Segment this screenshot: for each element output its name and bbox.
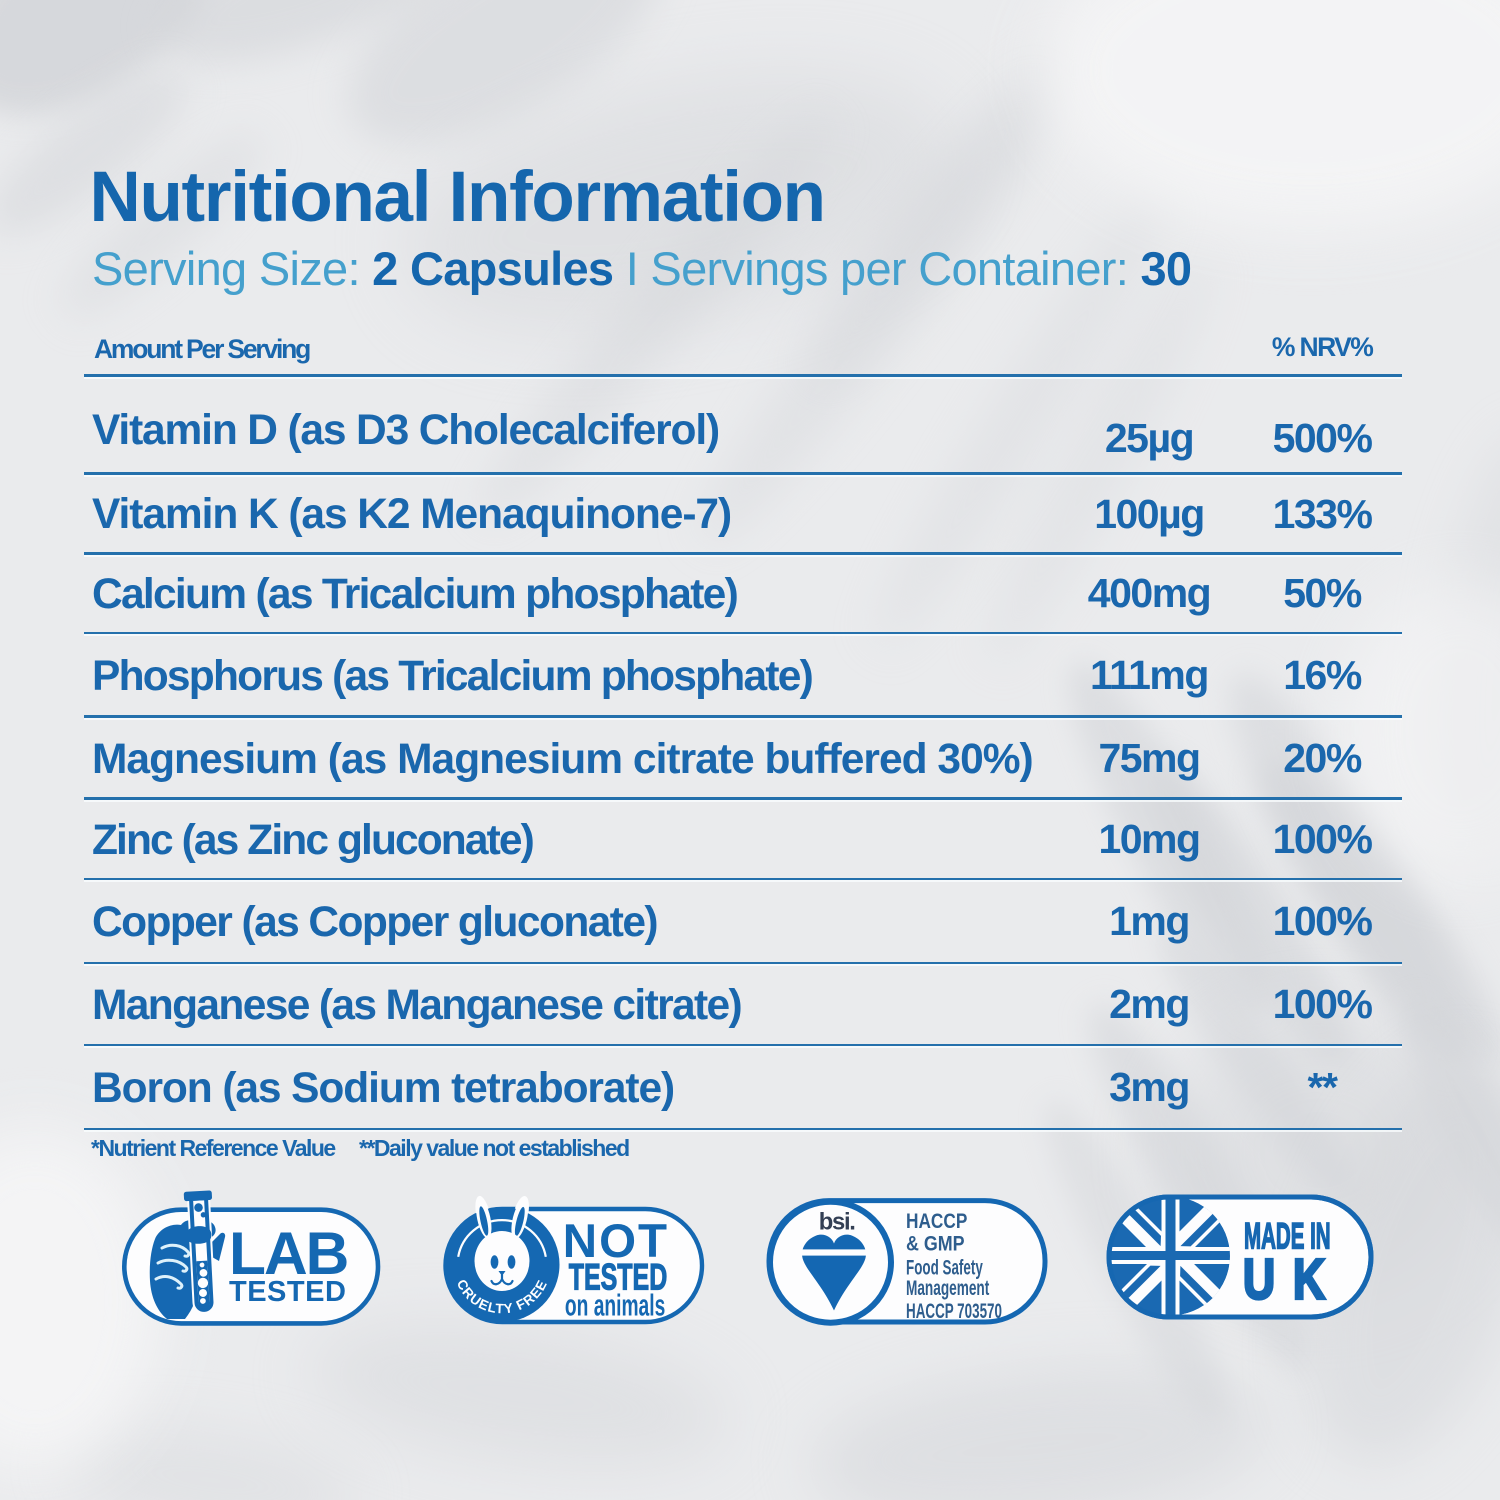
svg-text:MADE IN: MADE IN bbox=[1244, 1216, 1331, 1257]
svg-text:NOT: NOT bbox=[563, 1215, 669, 1268]
svg-text:HACCP 703570: HACCP 703570 bbox=[906, 1299, 1002, 1323]
svg-text:Management: Management bbox=[906, 1276, 989, 1300]
svg-text:TESTED: TESTED bbox=[229, 1276, 346, 1308]
svg-text:& GMP: & GMP bbox=[906, 1232, 965, 1256]
svg-text:UK: UK bbox=[1243, 1247, 1343, 1311]
svg-text:HACCP: HACCP bbox=[906, 1209, 967, 1233]
svg-text:LAB: LAB bbox=[229, 1219, 347, 1287]
svg-text:on animals: on animals bbox=[565, 1289, 665, 1323]
svg-text:TESTED: TESTED bbox=[569, 1255, 668, 1297]
svg-text:Food Safety: Food Safety bbox=[906, 1255, 983, 1279]
svg-text:bsi.: bsi. bbox=[819, 1209, 855, 1236]
